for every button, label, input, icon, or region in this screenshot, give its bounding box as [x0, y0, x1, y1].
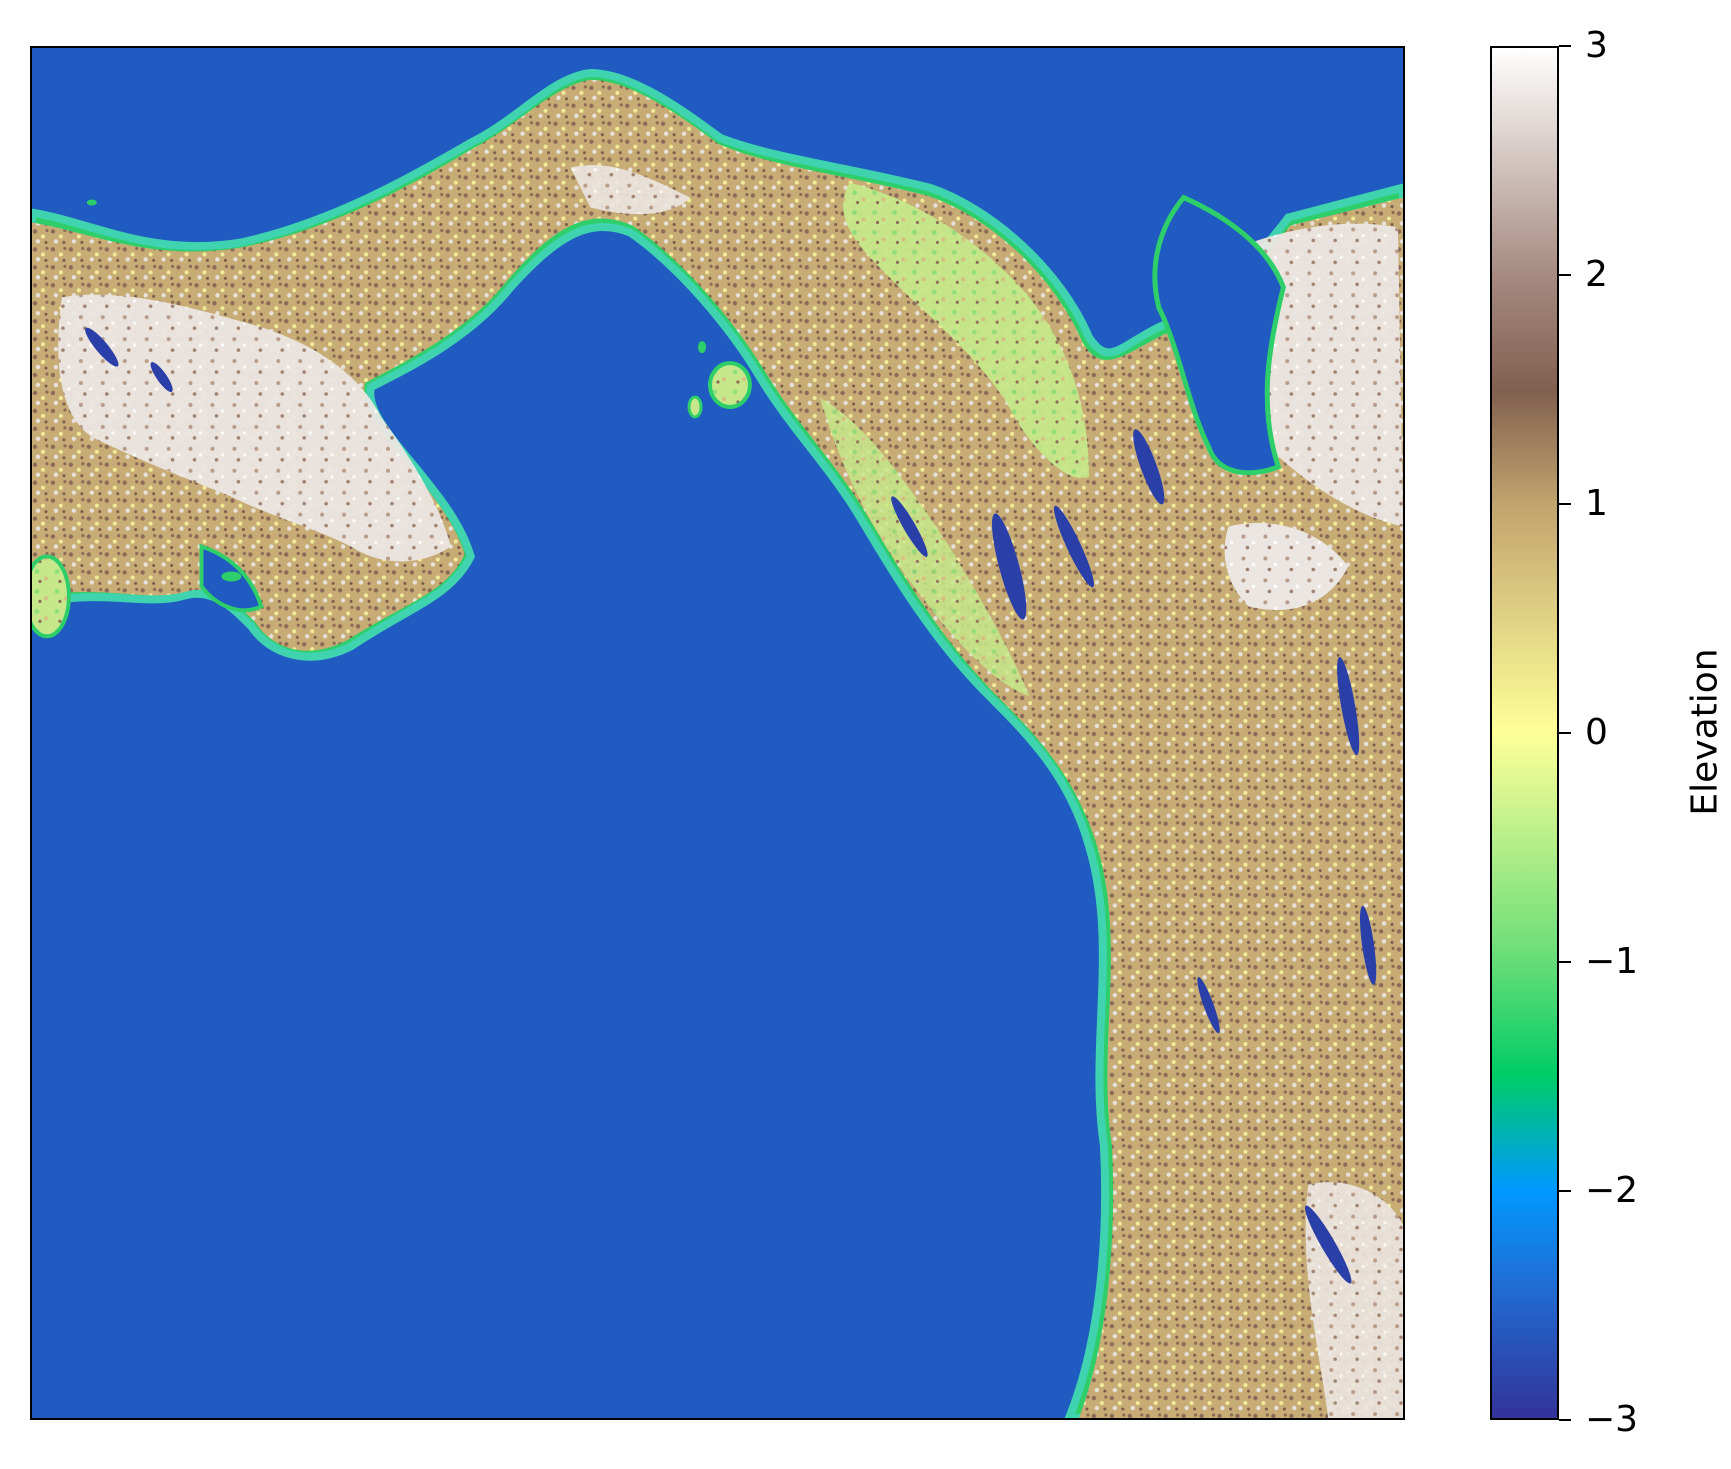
colorbar-tick-label: 1 [1585, 483, 1608, 524]
colorbar-tick-label: 0 [1585, 712, 1608, 753]
elevation-map-canvas [32, 48, 1403, 1418]
colorbar-tick-label: 3 [1585, 25, 1608, 66]
colorbar-tick [1559, 45, 1571, 47]
islands [32, 199, 752, 639]
eastern-plateau [1224, 523, 1349, 610]
colorbar-tick-label: −1 [1585, 941, 1639, 982]
western-highlands [58, 294, 451, 562]
colorbar-tick [1559, 1419, 1571, 1421]
colorbar-tick [1559, 274, 1571, 276]
green-ridge [843, 182, 1089, 479]
gulf-inlet [1152, 194, 1286, 476]
colorbar-tick-label: 2 [1585, 254, 1608, 295]
colorbar-tick [1559, 732, 1571, 734]
colorbar-label: Elevation [1684, 648, 1726, 816]
colorbar [1490, 46, 1559, 1420]
colorbar-tick [1559, 1190, 1571, 1192]
colorbar-tick-label: −2 [1585, 1170, 1639, 1211]
colorbar-tick [1559, 961, 1571, 963]
elevation-map [30, 46, 1405, 1420]
colorbar-tick-label: −3 [1585, 1399, 1639, 1440]
colorbar-tick [1559, 503, 1571, 505]
river-valleys [85, 327, 1377, 1284]
north-highlands [570, 164, 691, 215]
